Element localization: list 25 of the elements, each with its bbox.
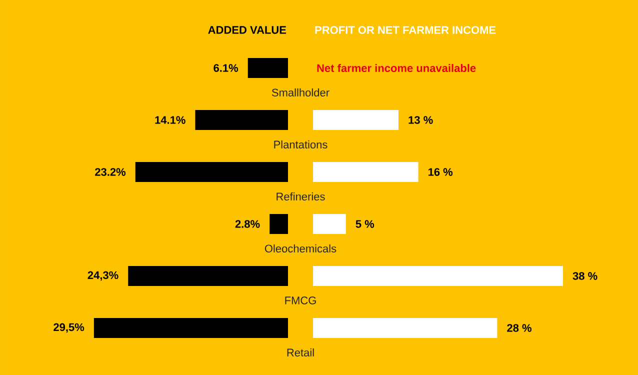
data-label: 16 % bbox=[428, 168, 453, 176]
bar bbox=[313, 162, 418, 182]
data-label: 2.8% bbox=[235, 220, 260, 228]
data-label: 5 % bbox=[356, 220, 374, 228]
y-tick-label: Oleochemicals bbox=[264, 244, 336, 252]
data-label: 28 % bbox=[507, 324, 532, 332]
data-label: 24,3% bbox=[88, 271, 118, 281]
y-tick-label: Retail bbox=[287, 348, 314, 356]
data-label: 38 % bbox=[572, 272, 598, 280]
y-tick-label: Plantations bbox=[274, 140, 328, 148]
data-label: 13 % bbox=[408, 116, 433, 124]
chart-title: ADDED VALUE bbox=[208, 26, 286, 34]
bar bbox=[313, 266, 563, 286]
data-label: 6.1% bbox=[214, 64, 238, 72]
bar bbox=[313, 318, 498, 338]
y-tick-label: Refineries bbox=[276, 192, 325, 200]
data-label: 14.1% bbox=[155, 116, 186, 124]
data-label: 29,5% bbox=[54, 323, 84, 333]
bar bbox=[313, 110, 399, 130]
data-label: 23.2% bbox=[95, 168, 126, 176]
annotation: Net farmer income unavailable bbox=[317, 64, 476, 72]
chart-title: PROFIT OR NET FARMER INCOME bbox=[315, 26, 496, 34]
bar bbox=[313, 214, 346, 234]
y-tick-label: FMCG bbox=[285, 296, 316, 304]
y-tick-label: Smallholder bbox=[272, 88, 330, 96]
